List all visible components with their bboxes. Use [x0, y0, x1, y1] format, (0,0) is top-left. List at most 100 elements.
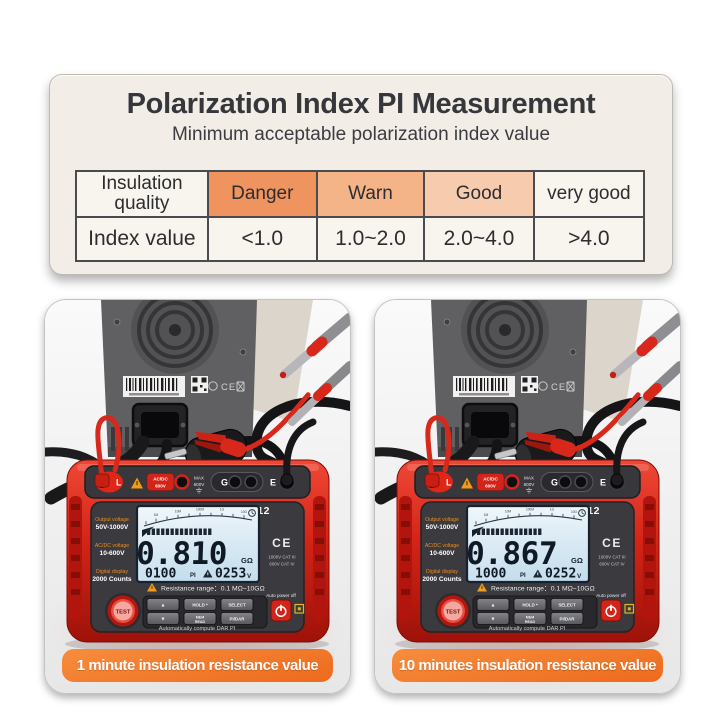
voltage-jack — [174, 474, 190, 490]
terminal-g-label: G — [221, 478, 228, 488]
table-value-row: Index value <1.0 1.0~2.0 2.0~4.0 >4.0 — [75, 216, 646, 262]
lcd-main-value: 0.810 — [136, 536, 228, 572]
footer-note: Automatically compute DAR PI — [489, 626, 566, 632]
down-button-label: ▼ — [491, 617, 496, 623]
spec-acdc-voltage-label: AC/DC voltage — [95, 543, 129, 549]
max-label-line2: 600V — [524, 482, 536, 487]
screw-icon — [443, 318, 451, 326]
svg-text:1G: 1G — [550, 508, 555, 512]
photo-2-caption: 10 minutes insulation resistance value — [392, 649, 663, 682]
scale-labels: 1M 10M 100M 1G 10G — [484, 508, 578, 518]
spec-labels: Output voltage 50V-1000V AC/DC voltage 1… — [92, 517, 132, 583]
svg-text:10M: 10M — [175, 509, 182, 513]
warning-triangle-icon — [461, 477, 473, 489]
test-button-label: TEST — [116, 610, 131, 616]
barcode — [123, 376, 185, 397]
mem-button-label1: MEM — [526, 616, 534, 620]
select-button — [220, 598, 254, 611]
cell-danger-range: <1.0 — [206, 216, 318, 262]
terminal-e-label: E — [270, 478, 276, 488]
approval-mark-icon — [538, 381, 548, 391]
lcd-warning-icon — [533, 569, 543, 578]
spec-acdc-voltage-value: 10-600V — [100, 550, 126, 557]
pidar-button — [550, 612, 584, 625]
clock-icon — [248, 509, 256, 517]
down-button — [476, 612, 510, 625]
screw-icon — [113, 318, 121, 326]
qr-code — [191, 376, 208, 393]
cell-warn-range: 1.0~2.0 — [315, 216, 426, 262]
spec-output-voltage-label: Output voltage — [95, 517, 129, 523]
spec-display-label: Digital display — [96, 569, 128, 575]
spec-labels: Output voltage 50V-1000V AC/DC voltage 1… — [422, 517, 462, 583]
acdc-badge-line1: AC/DC — [483, 477, 498, 482]
alligator-clip-icon — [524, 392, 641, 458]
terminal-e-label: E — [600, 478, 606, 488]
svg-text:100M: 100M — [526, 508, 534, 512]
certification-block: CE 1000V CAT III 600V CAT IV — [598, 536, 625, 567]
spec-acdc-voltage-value: 10-600V — [430, 550, 456, 557]
down-button — [146, 612, 180, 625]
power-inlet — [461, 402, 519, 448]
max-label-line2: 600V — [194, 482, 206, 487]
motor-unit: CE — [101, 300, 313, 457]
mem-button-label1: MEM — [196, 616, 204, 620]
up-button — [476, 598, 510, 611]
certification-block: CE 1000V CAT III 600V CAT IV — [268, 536, 295, 567]
cat-rating-2: 600V CAT IV — [269, 562, 294, 567]
auto-power-off-label: Auto power off — [596, 593, 626, 598]
lcd-warning-icon — [203, 569, 213, 578]
barcode — [453, 376, 515, 397]
col-warn: Warn — [315, 170, 426, 218]
col-good: Good — [423, 170, 535, 218]
col-very-good: very good — [532, 170, 646, 218]
photo-10-minutes: CE — [374, 299, 681, 694]
red-banana-plug — [424, 473, 440, 488]
double-insulation-icon — [294, 603, 305, 614]
double-insulation-icon — [624, 603, 635, 614]
select-button-label: SELECT — [228, 603, 246, 608]
range-note: Resistance range：0.1 MΩ~10GΩ — [161, 586, 265, 593]
terminal-l-label: L — [446, 478, 452, 488]
cat-rating-1: 1000V CAT III — [598, 555, 625, 560]
terminal-panel: L AC/DC 600V MAX 600V G E — [414, 465, 641, 499]
hold-button — [183, 598, 217, 611]
fan-icon — [131, 300, 219, 374]
cat-rating-1: 1000V CAT III — [268, 555, 295, 560]
guard-jack — [574, 475, 588, 489]
guard-jack — [228, 475, 242, 489]
col-insulation-quality: Insulation quality — [75, 170, 209, 218]
red-banana-plug — [94, 473, 110, 488]
lcd-voltage-unit: V — [577, 573, 582, 580]
screw-icon — [569, 348, 577, 356]
select-button — [550, 598, 584, 611]
page-title: Polarization Index PI Measurement — [126, 88, 596, 120]
terminal-g-label: G — [551, 478, 558, 488]
fan-icon — [461, 300, 549, 374]
spec-output-voltage-label: Output voltage — [425, 517, 459, 523]
screw-icon — [239, 348, 247, 356]
side-grip-right — [313, 496, 326, 620]
svg-text:10G: 10G — [241, 510, 248, 514]
ground-symbol-icon — [196, 487, 202, 494]
analog-scale-arc — [143, 515, 253, 527]
analog-scale-arc — [473, 515, 583, 527]
scale-ticks — [145, 512, 245, 525]
mem-read-button — [183, 612, 217, 625]
scale-ticks — [475, 512, 575, 525]
down-button-label: ▼ — [161, 617, 166, 623]
terminal-l-label: L — [116, 478, 122, 488]
lcd-display: 1M 10M 100M 1G 10G — [466, 504, 591, 584]
tester-device: L AC/DC 600V MAX 600V G E — [66, 415, 330, 643]
tester-device: L AC/DC 600V MAX 600V G E — [396, 415, 660, 643]
alligator-clip-icon — [194, 392, 311, 458]
lcd-unit: GΩ — [241, 556, 253, 565]
cell-good-range: 2.0~4.0 — [423, 216, 535, 262]
acdc-badge-line2: 600V — [155, 484, 167, 489]
test-leads — [279, 312, 350, 426]
black-lead — [283, 418, 317, 480]
svg-text:10G: 10G — [571, 510, 578, 514]
max-label-line1: MAX — [194, 476, 204, 481]
spec-output-voltage-value: 50V-1000V — [426, 524, 459, 531]
lcd-display: 1M 10M 100M 1G 10G — [136, 504, 261, 584]
